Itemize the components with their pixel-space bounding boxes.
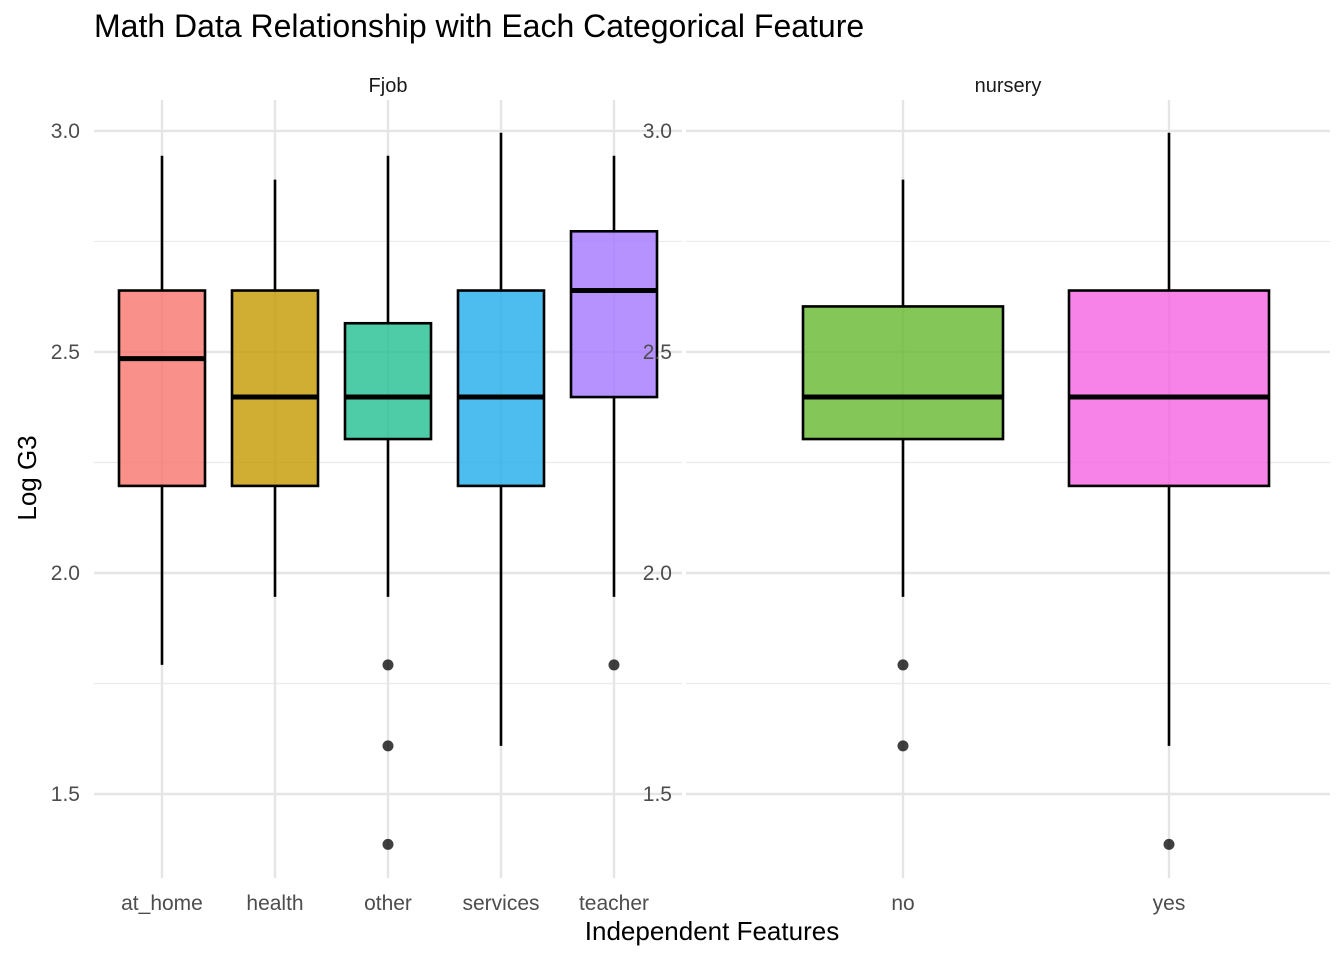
y-tick-label: 2.5 — [51, 341, 80, 364]
outlier-point — [382, 659, 394, 671]
outlier-point — [382, 740, 394, 752]
y-tick-label: 1.5 — [643, 783, 672, 806]
outlier-point — [608, 659, 620, 671]
chart-title: Math Data Relationship with Each Categor… — [94, 8, 865, 44]
outlier-point — [382, 838, 394, 850]
y-tick-label: 3.0 — [643, 120, 672, 143]
x-tick-label: at_home — [121, 892, 203, 915]
box-services — [456, 289, 546, 488]
y-axis-title: Log G3 — [12, 435, 42, 520]
outlier-point — [897, 659, 909, 671]
box-teacher — [569, 229, 659, 399]
y-tick-label: 3.0 — [51, 120, 80, 143]
x-tick-label: other — [364, 892, 412, 915]
x-axis-title: Independent Features — [585, 916, 839, 946]
x-tick-label: services — [462, 892, 539, 915]
x-tick-label: teacher — [579, 892, 649, 915]
x-tick-label: no — [891, 892, 914, 915]
box-at_home — [117, 289, 207, 488]
y-tick-label: 2.0 — [643, 562, 672, 585]
box-health — [230, 289, 320, 488]
y-tick-label: 2.5 — [643, 341, 672, 364]
box-no — [801, 305, 1005, 441]
box-marks — [117, 132, 1271, 850]
gridlines — [94, 100, 1330, 878]
outlier-point — [897, 740, 909, 752]
axis-labels: 1.5 2.0 2.5 3.0 Fjob at_home health other servic… — [12, 75, 1185, 946]
box-yes — [1067, 289, 1271, 488]
facet-strip-label: nursery — [975, 75, 1042, 97]
y-tick-label: 2.0 — [51, 562, 80, 585]
y-tick-label: 1.5 — [51, 783, 80, 806]
x-tick-label: health — [246, 892, 303, 915]
x-tick-label: yes — [1153, 892, 1186, 915]
facet-strip-label: Fjob — [369, 75, 408, 97]
box-other — [343, 321, 433, 441]
outlier-point — [1163, 838, 1175, 850]
